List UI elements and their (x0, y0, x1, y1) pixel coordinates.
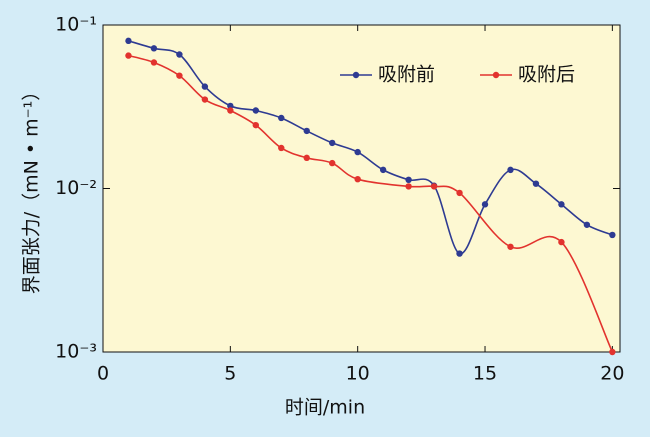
legend-marker (492, 71, 500, 79)
plot-area (102, 24, 621, 353)
data-point (278, 144, 285, 152)
data-point (176, 72, 183, 79)
data-point (609, 231, 616, 239)
legend-label: 吸附后 (518, 64, 575, 86)
legend-label: 吸附前 (378, 64, 435, 86)
x-tick-label: 15 (473, 363, 497, 385)
y-tick-label: 10⁻² (55, 177, 97, 199)
data-point (125, 52, 132, 59)
data-point (329, 139, 336, 147)
data-point (430, 183, 438, 190)
data-point (252, 107, 260, 114)
data-point (456, 189, 463, 197)
data-point (583, 221, 591, 228)
data-point (303, 127, 310, 135)
data-point (405, 176, 412, 184)
data-point (456, 250, 463, 257)
x-axis-label: 时间/min (285, 397, 365, 419)
data-point (558, 201, 565, 208)
y-tick-label: 10⁻³ (55, 341, 97, 363)
data-point (278, 114, 285, 122)
y-tick-label: 10⁻¹ (55, 14, 97, 36)
data-point (481, 201, 489, 208)
data-point (125, 37, 132, 45)
x-tick-label: 20 (600, 363, 624, 385)
data-point (609, 348, 616, 356)
data-point (558, 238, 565, 246)
y-axis-label: 界面张力/（mN • m⁻¹） (21, 82, 43, 295)
data-point (532, 180, 540, 187)
x-tick-label: 10 (346, 363, 370, 385)
data-point (150, 59, 158, 66)
data-point (507, 166, 514, 174)
x-tick-label: 0 (97, 363, 109, 385)
data-point (201, 83, 209, 90)
data-point (507, 243, 514, 250)
data-point (252, 121, 260, 129)
data-point (227, 102, 234, 110)
data-point (150, 45, 158, 52)
data-point (354, 175, 361, 183)
data-point (405, 183, 412, 190)
data-point (354, 148, 361, 156)
data-point (329, 159, 336, 167)
data-point (227, 107, 234, 114)
x-tick-label: 5 (224, 363, 236, 385)
data-point (176, 51, 183, 58)
series-line (128, 40, 613, 255)
data-point (379, 166, 387, 174)
data-point (303, 154, 310, 162)
legend-marker (352, 71, 360, 79)
data-point (201, 96, 209, 103)
